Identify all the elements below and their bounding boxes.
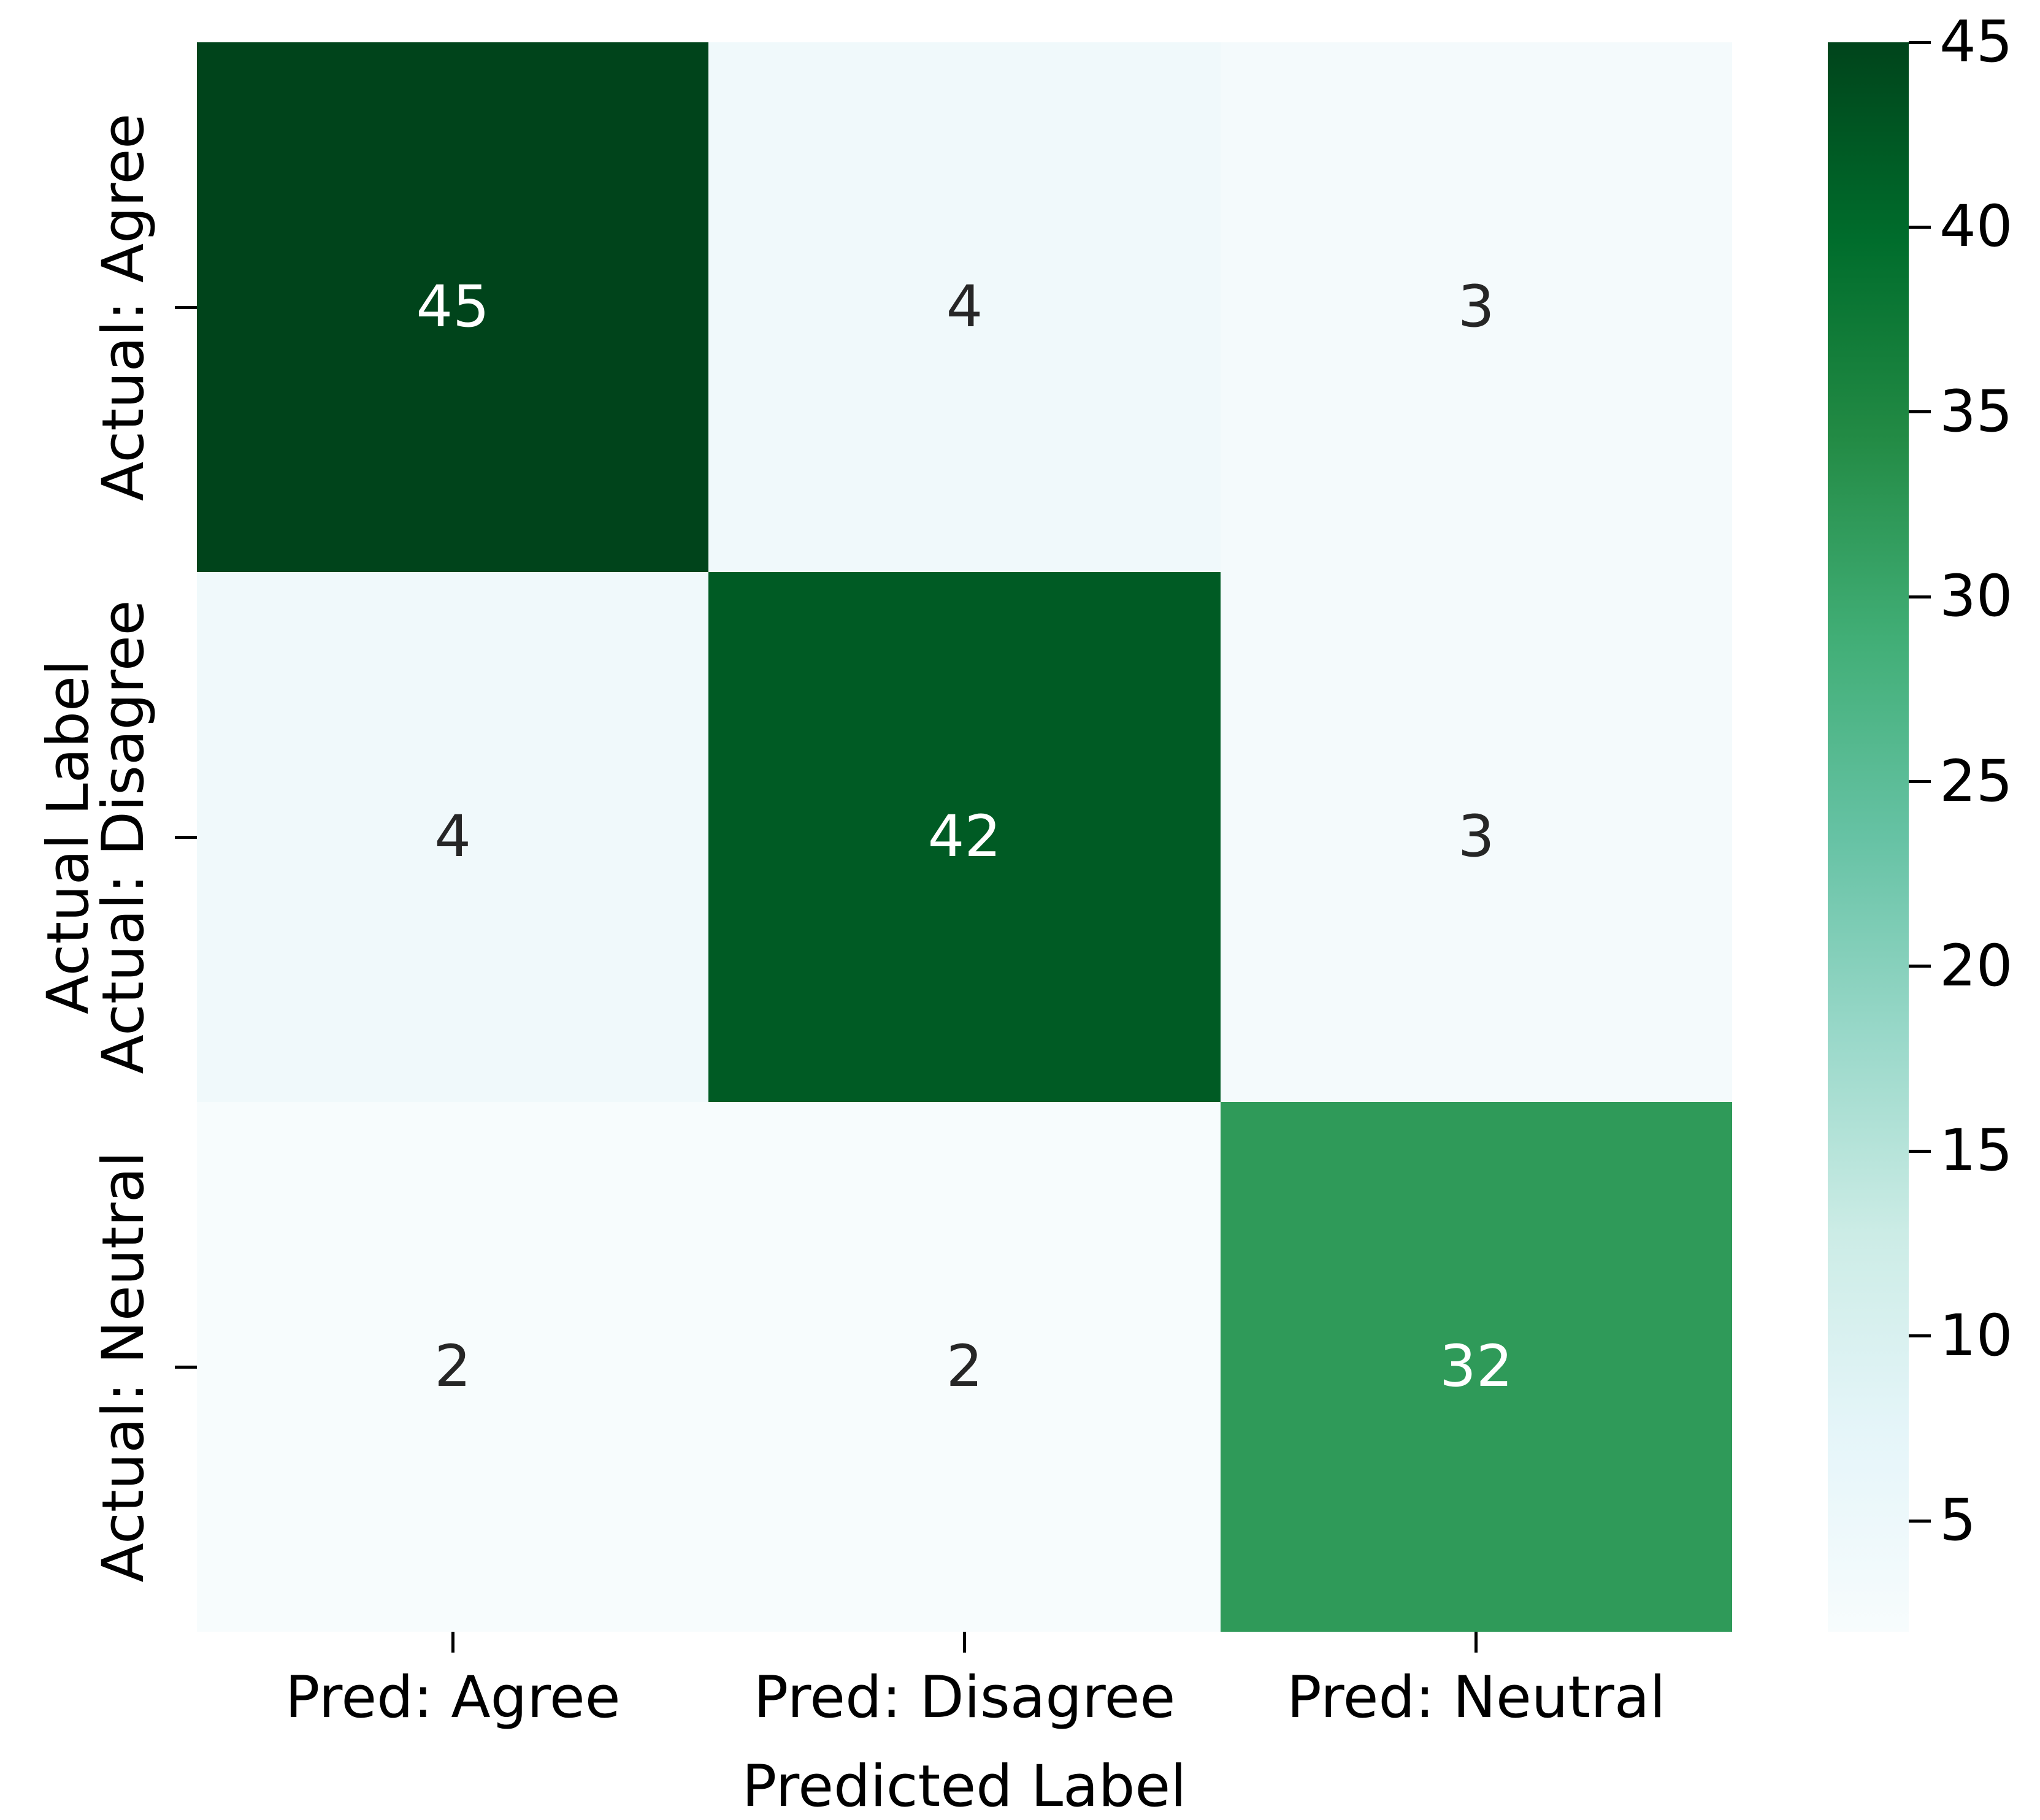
heatmap-cell: 4: [708, 42, 1221, 572]
colorbar-tick-mark: [1909, 1519, 1931, 1523]
colorbar-tick-mark: [1909, 410, 1931, 414]
colorbar-tick-mark: [1909, 1149, 1931, 1153]
colorbar-tick-label: 15: [1939, 1117, 2013, 1185]
colorbar-tick-label: 25: [1939, 748, 2013, 815]
colorbar-tick-label: 40: [1939, 193, 2013, 261]
heatmap-grid: 45 4 3 4 42 3 2 2 32: [197, 42, 1732, 1632]
colorbar-tick-label: 20: [1939, 932, 2013, 1000]
y-tick-mark: [175, 305, 197, 309]
heatmap-cell: 3: [1220, 42, 1732, 572]
y-tick-label: Actual: Agree: [90, 113, 157, 502]
colorbar-tick-label: 30: [1939, 563, 2013, 630]
colorbar-tick-label: 10: [1939, 1302, 2013, 1369]
x-tick-mark: [451, 1632, 454, 1653]
colorbar-tick-label: 45: [1939, 9, 2013, 75]
colorbar-tick-mark: [1909, 40, 1931, 44]
colorbar-tick-mark: [1909, 1334, 1931, 1338]
heatmap-cell: 42: [708, 572, 1221, 1102]
colorbar-tick-mark: [1909, 225, 1931, 229]
heatmap-cell: 4: [197, 572, 709, 1102]
y-tick-label: Actual: Disagree: [90, 600, 157, 1074]
x-tick-mark: [1474, 1632, 1478, 1653]
x-axis-label: Predicted Label: [742, 1753, 1187, 1820]
y-tick-mark: [175, 1365, 197, 1369]
colorbar-tick-mark: [1909, 780, 1931, 784]
colorbar: [1828, 42, 1909, 1632]
x-tick-label: Pred: Agree: [285, 1664, 621, 1731]
heatmap-cell: 45: [197, 42, 709, 572]
colorbar-tick-label: 35: [1939, 378, 2013, 445]
colorbar-tick-label: 5: [1939, 1487, 1976, 1554]
x-tick-label: Pred: Neutral: [1287, 1664, 1666, 1731]
heatmap-cell: 2: [197, 1102, 709, 1632]
x-tick-label: Pred: Disagree: [753, 1664, 1176, 1731]
y-axis-label: Actual Label: [35, 660, 102, 1014]
y-tick-label: Actual: Neutral: [90, 1151, 157, 1583]
heatmap-cell: 2: [708, 1102, 1221, 1632]
colorbar-tick-mark: [1909, 965, 1931, 968]
x-tick-mark: [963, 1632, 966, 1653]
heatmap-cell: 3: [1220, 572, 1732, 1102]
colorbar-tick-mark: [1909, 595, 1931, 598]
y-tick-mark: [175, 835, 197, 839]
heatmap-cell: 32: [1220, 1102, 1732, 1632]
